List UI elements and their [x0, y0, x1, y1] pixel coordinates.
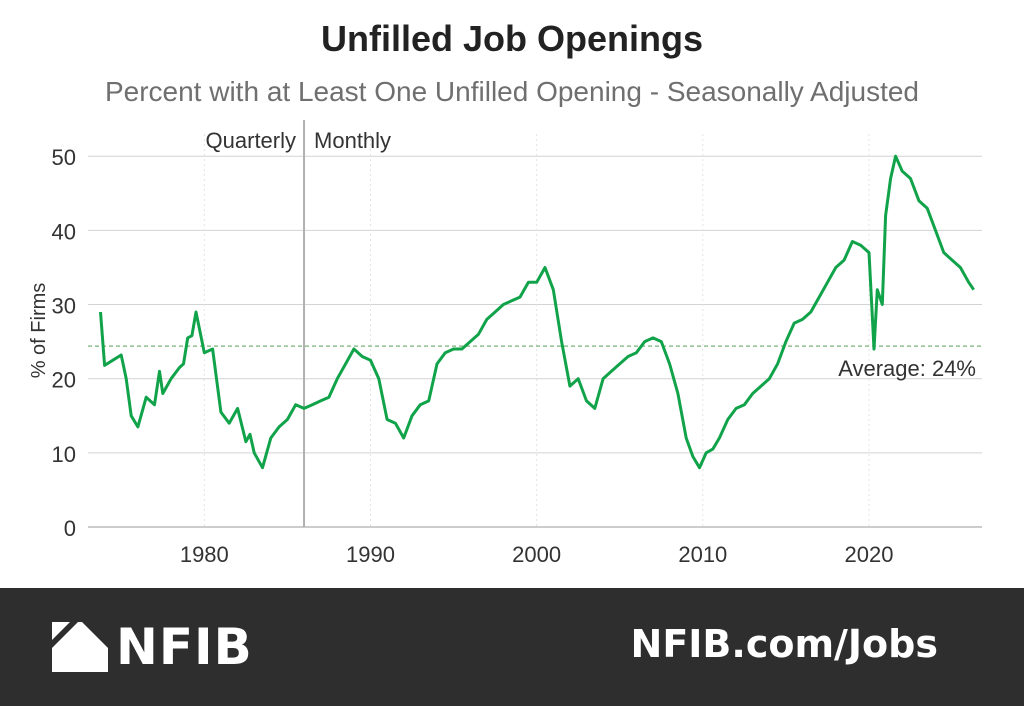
nfib-logo-icon	[52, 622, 108, 672]
brand-name: NFIB	[116, 618, 253, 676]
x-tick-label: 2000	[512, 542, 561, 567]
divider-right-label: Monthly	[314, 128, 391, 153]
y-tick-label: 0	[64, 516, 76, 541]
footer-url-link[interactable]: NFIB.com/Jobs	[630, 622, 938, 666]
series-line	[99, 154, 975, 470]
y-tick-label: 40	[52, 219, 76, 244]
footer-bar: NFIB NFIB.com/Jobs	[0, 588, 1024, 706]
x-tick-label: 2020	[845, 542, 894, 567]
y-tick-label: 30	[52, 294, 76, 319]
y-tick-label: 10	[52, 442, 76, 467]
y-tick-label: 20	[52, 368, 76, 393]
average-label: Average: 24%	[838, 356, 976, 381]
chart-title: Unfilled Job Openings	[320, 18, 703, 59]
line-chart: 0 10 20 30 40 50 1980 1990 2000 2010 2020 % of Firm…	[28, 120, 982, 567]
x-tick-label: 1990	[346, 542, 395, 567]
x-tick-label: 2010	[678, 542, 727, 567]
x-tick-label: 1980	[180, 542, 229, 567]
y-axis-label: % of Firms	[28, 283, 50, 379]
y-tick-label: 50	[52, 145, 76, 170]
divider-left-label: Quarterly	[206, 128, 296, 153]
chart-subtitle: Percent with at Least One Unfilled Openi…	[104, 76, 920, 107]
